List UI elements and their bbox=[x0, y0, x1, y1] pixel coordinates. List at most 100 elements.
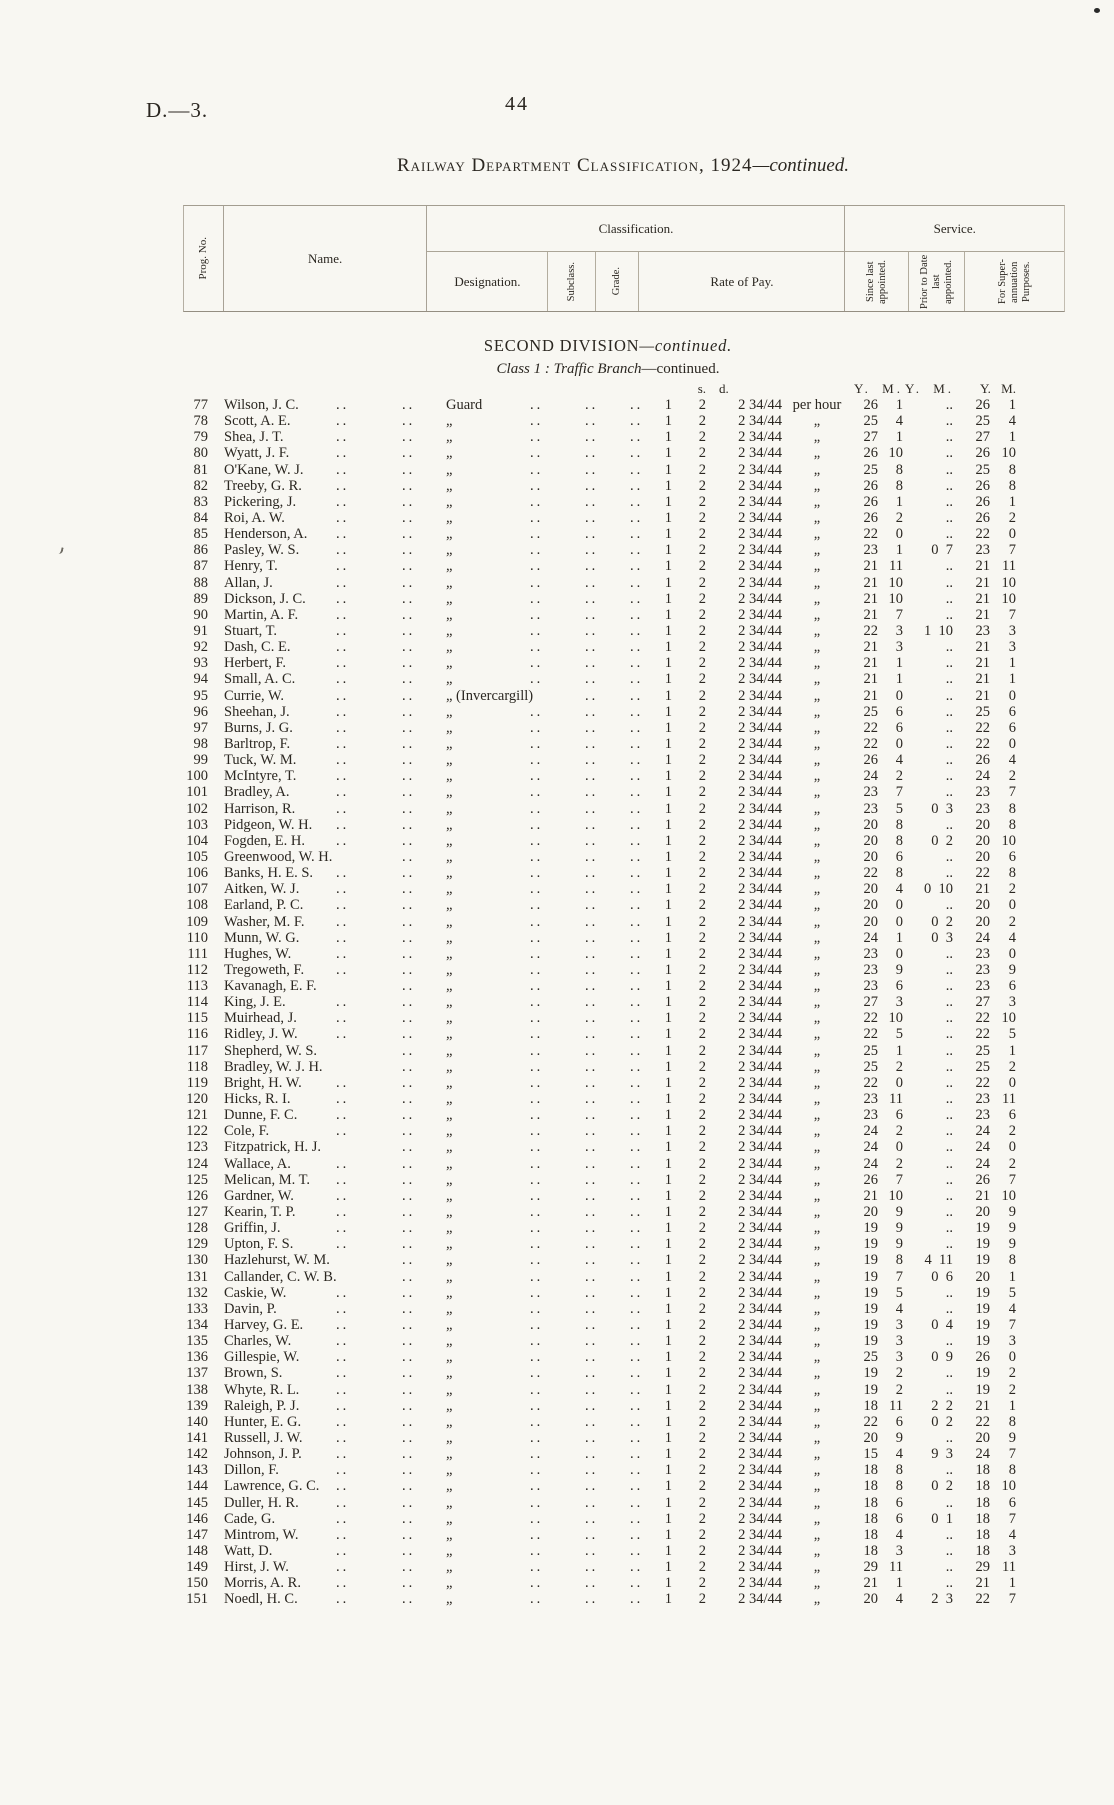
service-since-months-cell: 2 bbox=[895, 1381, 903, 1398]
service-superannuation-months-cell: 3 bbox=[1008, 622, 1016, 639]
name-cell: Fogden, E. H. bbox=[224, 832, 305, 849]
service-since-years-cell: 21 bbox=[863, 606, 879, 623]
subclass-cell: 1 bbox=[664, 1074, 672, 1091]
leader-dots: .. bbox=[336, 622, 350, 639]
service-since-years-cell: 20 bbox=[863, 1591, 879, 1608]
leader-dots: .. bbox=[630, 509, 644, 526]
leader-dots: .. bbox=[336, 703, 350, 720]
subclass-cell: 1 bbox=[664, 558, 672, 575]
leader-dots: .. bbox=[402, 800, 416, 817]
rate-basis-cell: „ bbox=[813, 1559, 821, 1576]
leader-dots: .. bbox=[336, 1333, 350, 1350]
subclass-cell: 1 bbox=[664, 1446, 672, 1463]
subclass-cell: 1 bbox=[664, 542, 672, 559]
prog-no-cell: 112 bbox=[186, 961, 208, 978]
service-since-months-cell: 4 bbox=[895, 413, 903, 430]
leader-dots: .. bbox=[402, 558, 416, 575]
subclass-cell: 1 bbox=[664, 1591, 672, 1608]
leader-dots bbox=[336, 1139, 402, 1155]
leader-dots: .. bbox=[336, 1542, 350, 1559]
leader-dots: .. bbox=[530, 1268, 544, 1285]
service-since-years-cell: 19 bbox=[863, 1381, 879, 1398]
leader-dots: .. bbox=[585, 1494, 599, 1511]
subclass-cell: 1 bbox=[664, 735, 672, 752]
subclass-cell: 1 bbox=[664, 800, 672, 817]
service-prior-cell: .. bbox=[945, 1026, 953, 1043]
table-row: 89 Dickson, J. C. .. .. „ .. .. .. 1 2 2… bbox=[168, 590, 1017, 607]
name-cell: Hazlehurst, W. M. bbox=[224, 1252, 330, 1269]
rate-basis-cell: „ bbox=[813, 1236, 821, 1253]
leader-dots: .. bbox=[530, 735, 544, 752]
grade-cell: 2 bbox=[698, 461, 706, 478]
service-since-months-cell: 0 bbox=[895, 735, 903, 752]
subclass-cell: 1 bbox=[664, 687, 672, 704]
prog-no-cell: 129 bbox=[186, 1236, 208, 1253]
service-since-years-cell: 29 bbox=[863, 1559, 879, 1576]
leader-dots: .. bbox=[630, 1155, 644, 1172]
rate-of-pay-cell: 2 34/44 bbox=[738, 397, 782, 413]
leader-dots: .. bbox=[585, 1236, 599, 1253]
service-superannuation-years-cell: 21 bbox=[975, 558, 991, 575]
table-row: 139 Raleigh, P. J. .. .. „ .. .. .. 1 2 … bbox=[168, 1398, 1016, 1414]
designation-cell: „ bbox=[446, 1381, 453, 1398]
column-header-grade: Grade. bbox=[596, 252, 640, 311]
leader-dots: .. bbox=[402, 1268, 416, 1285]
rate-basis-cell: „ bbox=[813, 622, 821, 639]
leader-dots bbox=[336, 1252, 402, 1268]
service-since-months-cell: 9 bbox=[895, 1430, 903, 1446]
prog-no-cell: 96 bbox=[193, 703, 209, 720]
service-since-years-cell: 21 bbox=[863, 655, 879, 672]
leader-dots: .. bbox=[402, 606, 416, 623]
grade-cell: 2 bbox=[698, 929, 706, 946]
service-superannuation-years-cell: 24 bbox=[975, 1123, 991, 1140]
leader-dots: .. bbox=[530, 752, 544, 769]
rate-of-pay-cell: 2 34/44 bbox=[738, 542, 782, 559]
table-row: 148 Watt, D. .. .. „ .. .. .. 1 2 2 34/4… bbox=[168, 1543, 1016, 1559]
service-since-years-cell: 27 bbox=[863, 994, 879, 1011]
grade-cell: 2 bbox=[698, 509, 706, 526]
service-superannuation-years-cell: 22 bbox=[975, 1026, 991, 1043]
service-since-years-cell: 21 bbox=[863, 1187, 879, 1204]
service-superannuation-years-cell: 20 bbox=[975, 897, 991, 914]
leader-dots: .. bbox=[336, 1446, 350, 1463]
designation-cell: „ bbox=[446, 542, 453, 559]
name-cell: Watt, D. bbox=[224, 1542, 273, 1559]
rate-basis-cell: „ bbox=[813, 590, 821, 607]
prog-no-cell: 138 bbox=[186, 1381, 208, 1398]
service-since-months-cell: 2 bbox=[895, 1155, 903, 1172]
leader-dots bbox=[530, 688, 585, 704]
rate-basis-cell: „ bbox=[813, 1074, 821, 1091]
prog-no-cell: 101 bbox=[186, 784, 208, 801]
prog-no-cell: 106 bbox=[186, 865, 208, 882]
grade-cell: 2 bbox=[698, 1091, 706, 1108]
leader-dots: .. bbox=[630, 1317, 644, 1334]
grade-cell: 2 bbox=[698, 768, 706, 785]
leader-dots: .. bbox=[530, 1397, 544, 1414]
rate-of-pay-cell: 2 34/44 bbox=[738, 768, 782, 785]
leader-dots: .. bbox=[530, 1526, 544, 1543]
leader-dots: .. bbox=[530, 1058, 544, 1075]
leader-dots: .. bbox=[530, 1139, 544, 1156]
name-cell: Cade, G. bbox=[224, 1510, 276, 1527]
designation-cell: „ bbox=[446, 881, 453, 898]
leader-dots: .. bbox=[336, 768, 350, 785]
rate-of-pay-cell: 2 34/44 bbox=[738, 1155, 782, 1172]
grade-cell: 2 bbox=[698, 1462, 706, 1479]
leader-dots: .. bbox=[530, 881, 544, 898]
prog-no-cell: 141 bbox=[186, 1430, 208, 1446]
grade-cell: 2 bbox=[698, 1252, 706, 1269]
leader-dots: .. bbox=[630, 687, 644, 704]
designation-cell: „ bbox=[446, 558, 453, 575]
table-row: 78 Scott, A. E. .. .. „ .. .. .. 1 2 2 3… bbox=[168, 413, 1017, 430]
leader-dots: .. bbox=[530, 1171, 544, 1188]
service-since-months-cell: 6 bbox=[895, 1413, 903, 1430]
leader-dots: .. bbox=[630, 961, 644, 978]
service-since-years-cell: 19 bbox=[863, 1333, 879, 1350]
scan-artifact-dot bbox=[1094, 8, 1100, 13]
leader-dots: .. bbox=[630, 493, 644, 510]
name-cell: Bright, H. W. bbox=[224, 1074, 302, 1091]
service-since-years-cell: 23 bbox=[863, 784, 879, 801]
leader-dots: .. bbox=[585, 735, 599, 752]
rate-basis-cell: „ bbox=[813, 526, 821, 543]
grade-cell: 2 bbox=[698, 1123, 706, 1140]
